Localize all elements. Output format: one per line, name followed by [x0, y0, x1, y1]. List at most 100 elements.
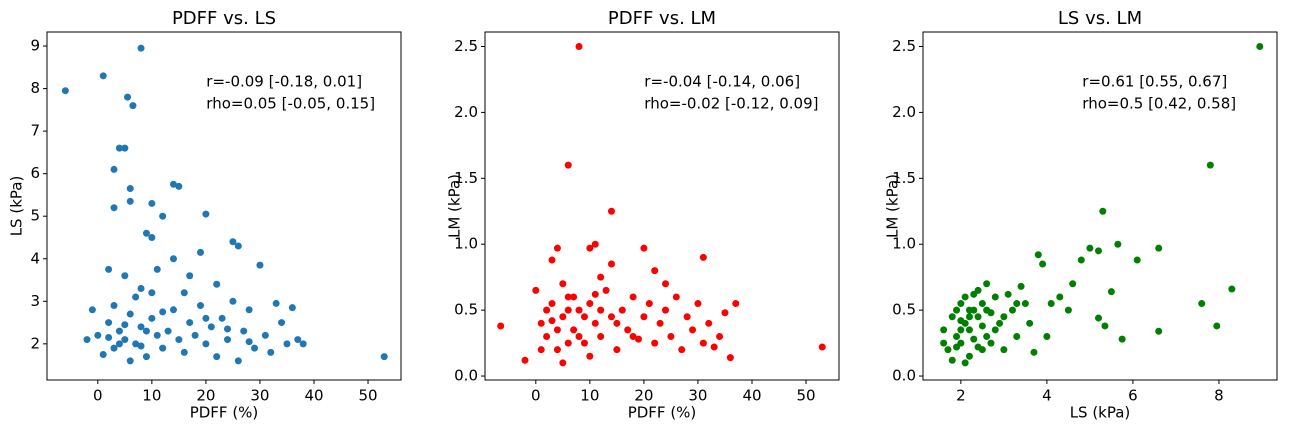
point [991, 293, 999, 301]
point [1077, 256, 1085, 264]
annotation: rho=0.05 [-0.05, 0.15] [206, 95, 375, 113]
point [597, 333, 605, 340]
point [105, 265, 113, 273]
point [1008, 306, 1016, 314]
x-tick-label: 10 [580, 387, 599, 405]
point [1047, 300, 1055, 308]
point [1004, 290, 1012, 298]
point [957, 300, 965, 308]
point [683, 313, 691, 321]
point [726, 354, 734, 362]
point [196, 302, 204, 310]
y-tick-label: 5 [30, 207, 40, 225]
point [132, 340, 140, 348]
point [1017, 282, 1025, 290]
point [153, 331, 161, 339]
x-tick-label: 0 [531, 387, 541, 405]
point [110, 165, 118, 173]
point [629, 293, 637, 301]
point [229, 238, 237, 246]
point [940, 326, 948, 334]
point [380, 353, 388, 361]
point [983, 306, 991, 314]
point [126, 197, 134, 205]
point [159, 308, 167, 316]
point [1155, 244, 1163, 252]
point [694, 300, 702, 308]
point [137, 285, 145, 293]
point [148, 289, 156, 297]
annotation: rho=-0.02 [-0.12, 0.09] [644, 95, 818, 113]
point [126, 357, 134, 365]
point [940, 339, 948, 347]
point [497, 322, 505, 330]
point [602, 286, 610, 294]
x-tick-label: 50 [358, 387, 377, 405]
point [180, 289, 188, 297]
point [142, 229, 150, 237]
y-tick-label: 1.0 [892, 235, 916, 253]
y-tick-label: 4 [30, 249, 40, 267]
point [613, 319, 621, 327]
point [124, 93, 132, 101]
point [115, 144, 123, 152]
point [651, 339, 659, 347]
point [591, 319, 599, 327]
point [564, 161, 572, 169]
axes-frame [46, 31, 402, 381]
point [543, 306, 551, 314]
point [983, 280, 991, 288]
point [272, 299, 280, 307]
point [245, 306, 253, 314]
point [1026, 319, 1034, 327]
point [710, 343, 718, 351]
y-axis-label: LM (kPa) [446, 174, 464, 238]
point [564, 339, 572, 347]
point [202, 340, 210, 348]
point [164, 327, 172, 335]
point [132, 293, 140, 301]
point [175, 336, 183, 344]
point [142, 327, 150, 335]
point [142, 353, 150, 361]
point [99, 72, 107, 80]
point [186, 319, 194, 327]
point [996, 319, 1004, 327]
point [678, 346, 686, 354]
point [965, 313, 973, 321]
x-tick-label: 2 [956, 387, 966, 405]
point [234, 357, 242, 365]
y-tick-label: 1.5 [454, 169, 478, 187]
point [1000, 313, 1008, 321]
point [83, 336, 91, 344]
point [288, 304, 296, 312]
axes-frame [484, 31, 840, 381]
point [191, 331, 199, 339]
point [667, 333, 675, 340]
point [580, 313, 588, 321]
point [1118, 335, 1126, 343]
point [207, 323, 215, 331]
chart-title: PDFF vs. LS [172, 8, 276, 29]
chart-title: PDFF vs. LM [608, 8, 716, 29]
point [634, 335, 642, 343]
point [651, 267, 659, 275]
point [1107, 288, 1115, 296]
point [121, 272, 129, 280]
point [521, 356, 529, 364]
point [218, 314, 226, 322]
point [1086, 244, 1094, 252]
point [137, 323, 145, 331]
point [570, 293, 578, 301]
point [944, 346, 952, 354]
point [970, 290, 978, 298]
point [607, 207, 615, 215]
point [148, 199, 156, 207]
point [553, 346, 561, 354]
point [699, 339, 707, 347]
y-tick-label: 0.0 [892, 367, 916, 385]
point [61, 87, 69, 95]
point [978, 322, 986, 330]
x-axis-label: PDFF (%) [190, 404, 259, 422]
